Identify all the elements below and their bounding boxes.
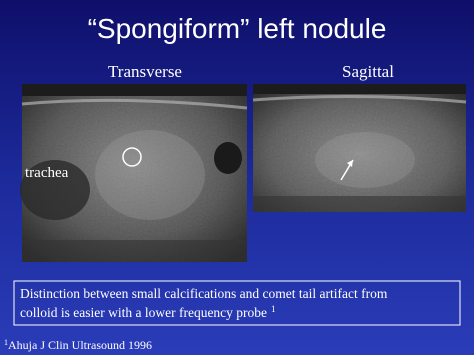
note-line: Distinction between small calcifications… bbox=[20, 286, 388, 301]
ultrasound-sagittal bbox=[252, 84, 467, 212]
footnote-text: Ahuja J Clin Ultrasound 1996 bbox=[8, 338, 152, 352]
slide-title: “Spongiform” left nodule bbox=[88, 13, 387, 44]
footnote: 1Ahuja J Clin Ultrasound 1996 bbox=[4, 338, 152, 352]
highlight-circle bbox=[122, 147, 142, 167]
note-superscript: 1 bbox=[271, 304, 276, 314]
note-line: colloid is easier with a lower frequency… bbox=[20, 304, 276, 320]
note-text: colloid is easier with a lower frequency… bbox=[20, 305, 267, 320]
image-annotation: trachea bbox=[25, 165, 69, 181]
image-label: Transverse bbox=[108, 62, 182, 81]
arrow-head bbox=[347, 160, 353, 167]
footnote-marker: 1 bbox=[4, 338, 8, 347]
ultrasound-transverse bbox=[20, 84, 248, 262]
note-box bbox=[13, 280, 461, 326]
image-label: Sagittal bbox=[342, 62, 394, 81]
